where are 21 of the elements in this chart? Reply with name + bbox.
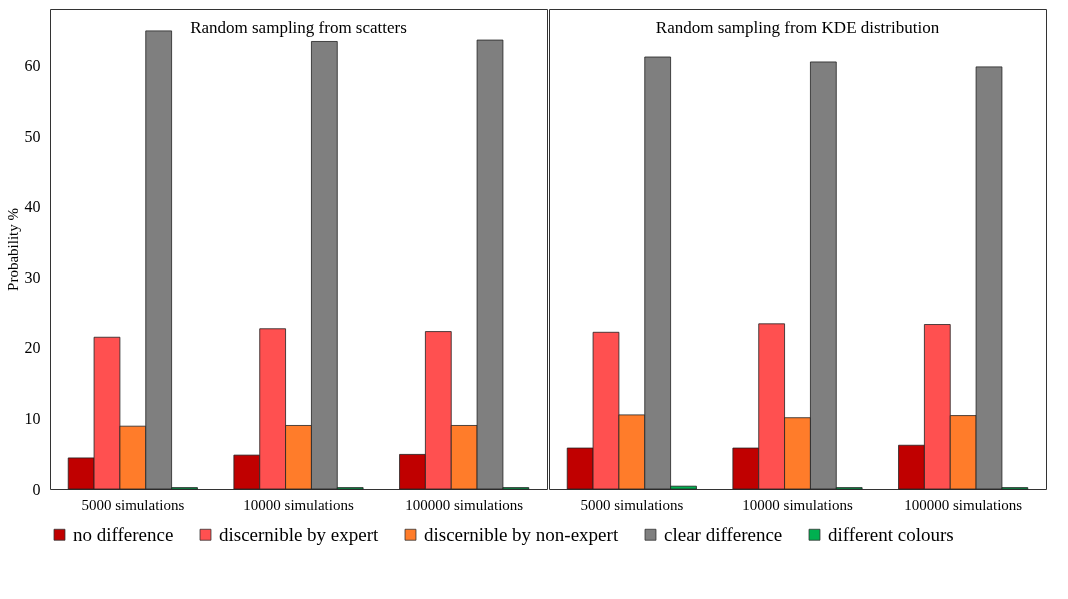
text: Random sampling from KDE distribution [655, 18, 940, 37]
y-tick-label: 20 [24, 339, 41, 357]
x-tick-label: 100000 simulations [405, 496, 524, 513]
y-tick-label: 40 [24, 198, 41, 216]
text: Random sampling from scatters [190, 18, 407, 37]
legend-label: discernible by non-expert [424, 523, 619, 545]
x-tick-label: 10000 simulations [243, 496, 354, 513]
x-tick-label: 5000 simulations [580, 496, 684, 513]
legend-label: no difference [73, 523, 174, 545]
legend-label: discernible by expert [219, 523, 380, 545]
x-tick-label: 5000 simulations [81, 496, 185, 513]
x-tick-label: 10000 simulations [742, 496, 853, 513]
y-tick-label: 50 [24, 127, 41, 145]
y-tick-label: 30 [24, 268, 41, 286]
y-axis-title: Probability % [4, 208, 21, 291]
x-tick-label: 100000 simulations [904, 496, 1023, 513]
y-tick-label: 10 [24, 409, 41, 427]
legend-label: clear difference [664, 523, 783, 545]
y-tick-label: 0 [32, 480, 41, 498]
legend-label: different colours [828, 523, 954, 545]
y-tick-label: 60 [24, 56, 41, 74]
